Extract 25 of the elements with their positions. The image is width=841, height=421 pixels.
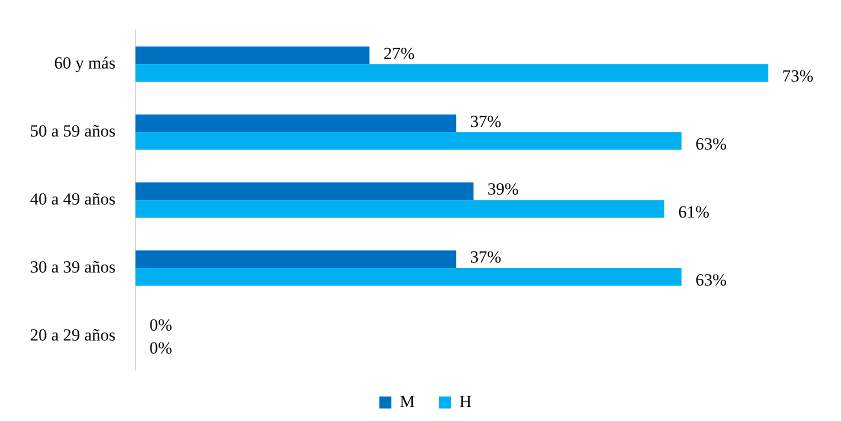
data-label: 37% [470,112,502,131]
data-label: 63% [696,270,727,290]
y-tick-label: 60 y más [54,54,116,73]
bar [135,182,474,200]
data-label: 61% [678,202,710,222]
data-label: 0% [149,338,172,358]
legend-label: H [459,392,472,411]
bar [135,64,768,82]
data-label: 27% [383,44,415,63]
bar [135,46,370,64]
data-label: 63% [696,134,727,154]
data-label: 37% [470,248,502,267]
y-tick-label: 40 a 49 años [30,190,116,209]
bar [135,200,664,218]
data-label: 0% [149,316,172,335]
bar [135,250,456,268]
bar [135,114,456,132]
legend-label: M [400,392,415,411]
data-label: 39% [488,180,519,199]
bar [135,268,682,286]
y-tick-label: 20 a 29 años [30,325,116,344]
y-tick-label: 50 a 59 años [30,122,116,141]
bar [135,132,682,150]
y-tick-label: 30 a 39 años [30,258,116,277]
data-label: 73% [782,66,814,86]
